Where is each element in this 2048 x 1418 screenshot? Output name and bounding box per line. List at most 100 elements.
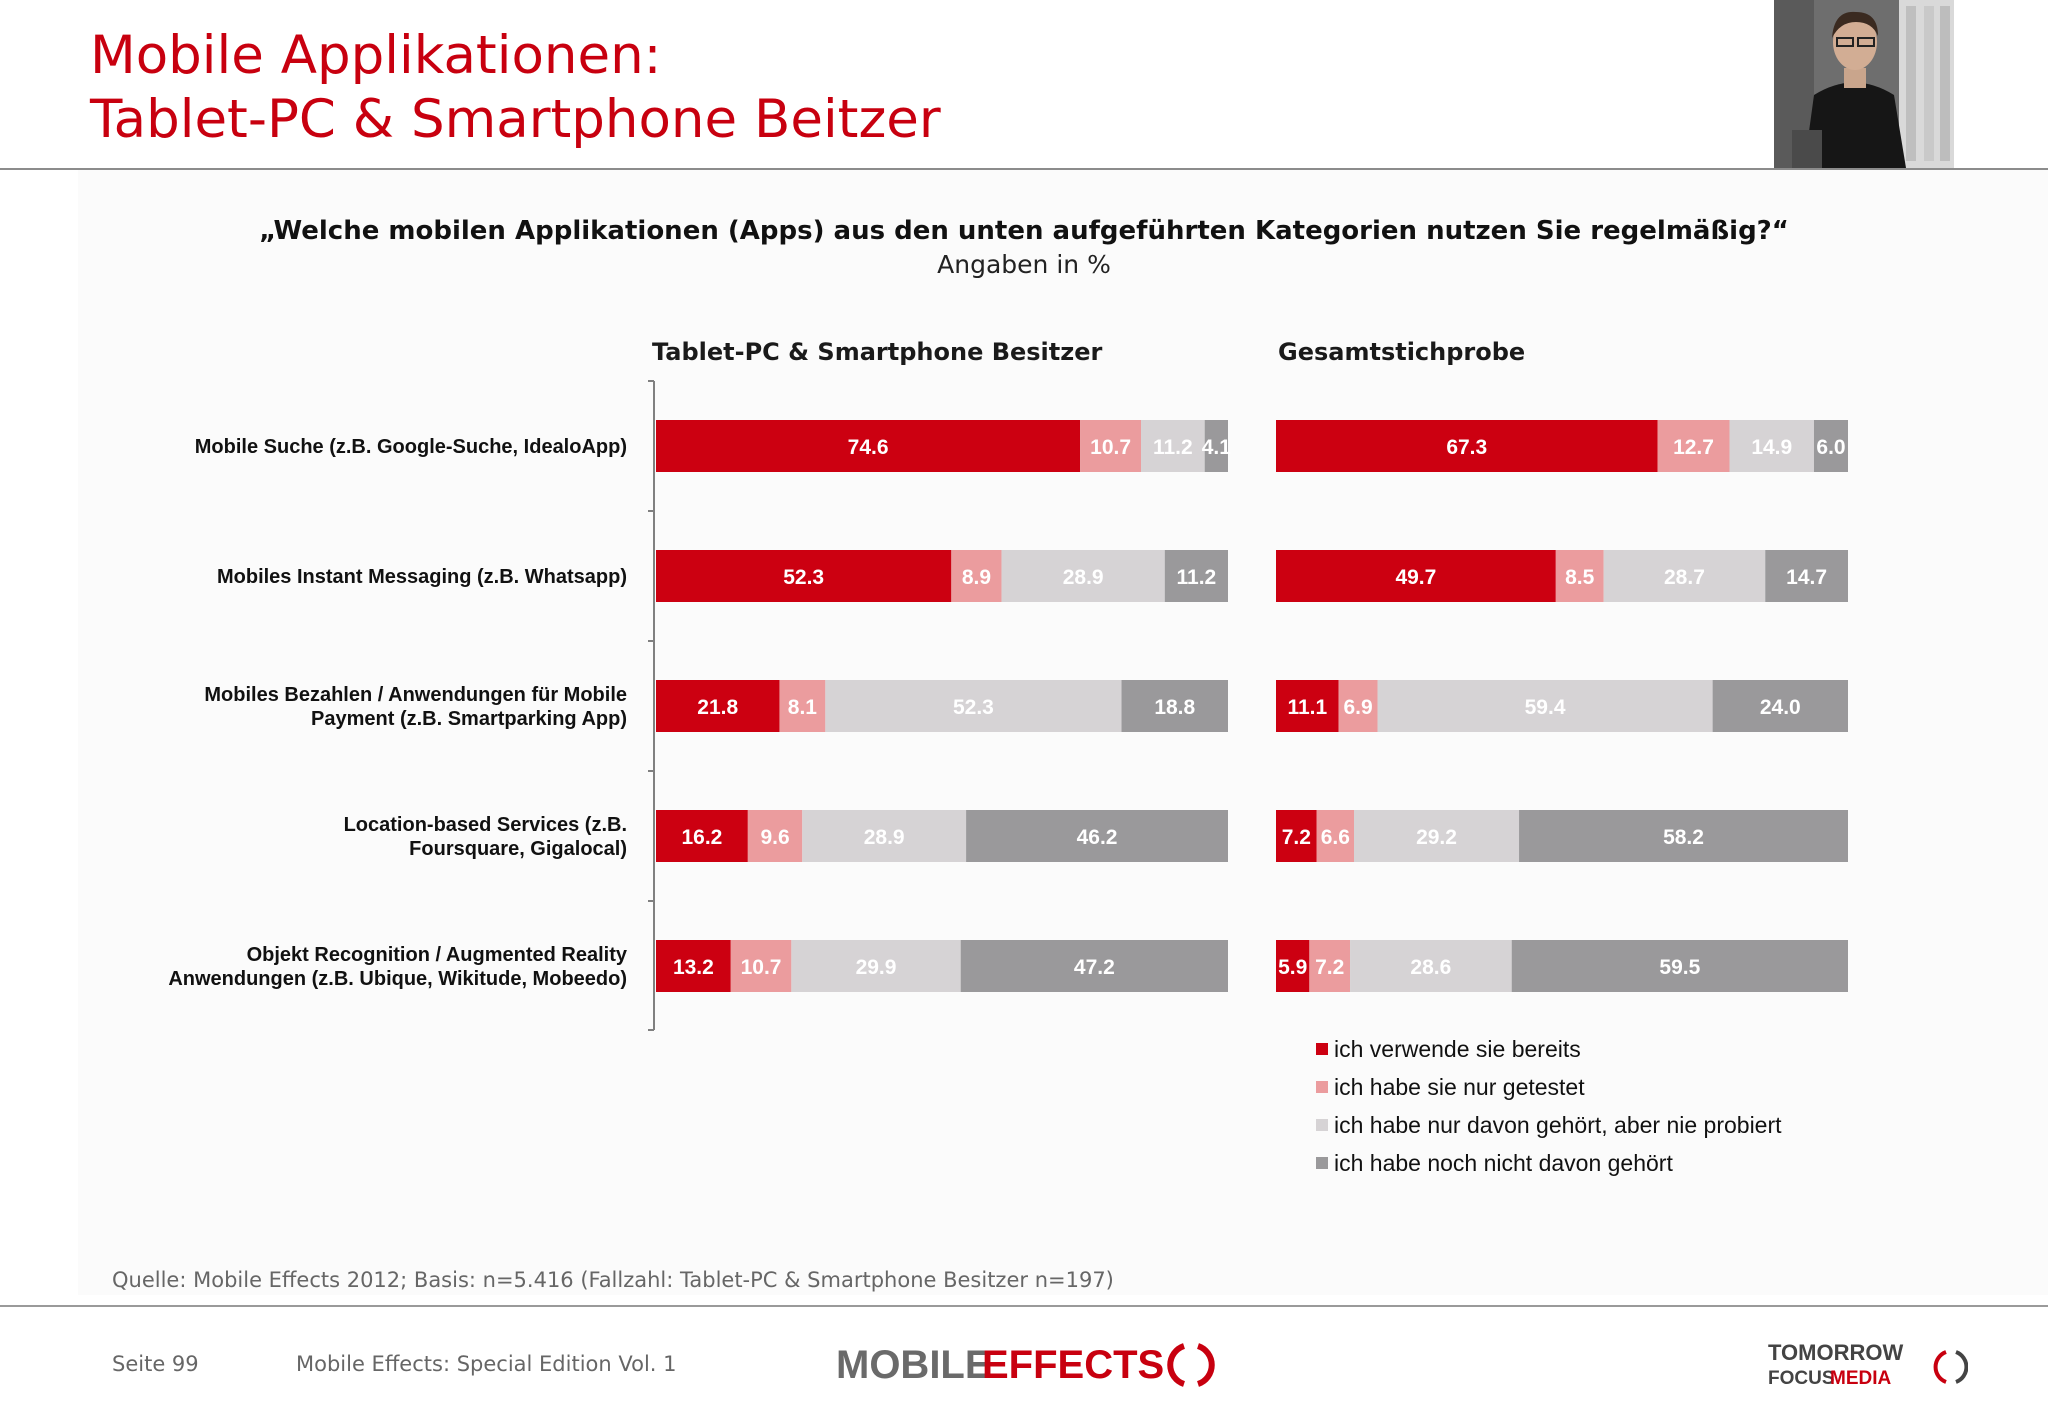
bar-segment [656, 810, 748, 862]
bar-segment [1813, 420, 1848, 472]
data-label: 8.5 [1565, 566, 1595, 589]
legend-item: ich verwende sie bereits [1316, 1030, 1782, 1068]
bar-segment [656, 550, 952, 602]
data-label: 49.7 [1395, 566, 1436, 589]
data-label: 28.7 [1664, 566, 1705, 589]
data-label: 7.2 [1282, 826, 1311, 849]
data-label: 21.8 [697, 696, 738, 719]
bar-segment [1309, 940, 1351, 992]
bar-segment [1276, 550, 1556, 602]
bar-segment [1354, 810, 1520, 862]
bar-segment [1276, 940, 1310, 992]
bar-segment [1729, 420, 1814, 472]
data-label: 16.2 [681, 826, 722, 849]
bar-segment [1121, 680, 1228, 732]
header-photo [1774, 0, 1954, 168]
slide-title-line-2: Tablet-PC & Smartphone Beitzer [90, 89, 941, 150]
logo-bracket-icon [1167, 1343, 1186, 1387]
category-label: Payment (z.B. Smartparking App) [311, 708, 627, 730]
legend-label: ich habe nur davon gehört, aber nie prob… [1334, 1111, 1782, 1138]
data-label: 9.6 [760, 826, 789, 849]
bar-segment [747, 810, 803, 862]
bar-segment [802, 810, 967, 862]
panel-title-owners: Tablet-PC & Smartphone Besitzer [652, 338, 1103, 366]
legend-swatch [1316, 1157, 1328, 1169]
data-label: 5.9 [1278, 956, 1307, 979]
legend-item: ich habe noch nicht davon gehört [1316, 1144, 1782, 1182]
legend-swatch [1316, 1119, 1328, 1131]
legend-item: ich habe nur davon gehört, aber nie prob… [1316, 1106, 1782, 1144]
legend-label: ich verwende sie bereits [1334, 1035, 1581, 1062]
data-label: 29.2 [1416, 826, 1457, 849]
source-note: Quelle: Mobile Effects 2012; Basis: n=5.… [112, 1268, 1114, 1292]
bar-segment [1555, 550, 1604, 602]
bar-segment [1377, 680, 1713, 732]
data-label: 7.2 [1315, 956, 1344, 979]
bar-segment [1276, 420, 1658, 472]
data-label: 67.3 [1446, 436, 1487, 459]
data-label: 6.0 [1816, 436, 1845, 459]
data-label: 59.5 [1659, 956, 1700, 979]
data-label: 12.7 [1673, 436, 1714, 459]
data-label: 14.9 [1751, 436, 1792, 459]
bar-segment [1276, 810, 1317, 862]
category-label: Mobiles Instant Messaging (z.B. Whatsapp… [217, 566, 627, 588]
panel-title-total: Gesamtstichprobe [1278, 338, 1526, 366]
content-background [78, 170, 2048, 1295]
data-label: 8.9 [962, 566, 991, 589]
bar-segment [730, 940, 792, 992]
data-label: 6.6 [1321, 826, 1350, 849]
logo-bracket-icon [1955, 1350, 1968, 1384]
data-label: 14.7 [1786, 566, 1827, 589]
bar-segment [1603, 550, 1766, 602]
bar-segment [1080, 420, 1142, 472]
data-label: 11.1 [1287, 696, 1327, 719]
logo-focus-text: FOCUS [1768, 1368, 1835, 1389]
legend-label: ich habe noch nicht davon gehört [1334, 1149, 1673, 1176]
footer-divider [0, 1305, 2048, 1307]
data-label: 46.2 [1077, 826, 1118, 849]
unit-note: Angaben in % [937, 250, 1111, 279]
data-label: 28.9 [1063, 566, 1104, 589]
logo-tomorrow-text: TOMORROW [1768, 1340, 1903, 1365]
data-label: 10.7 [741, 956, 782, 979]
bar-segment [1164, 550, 1228, 602]
legend-label: ich habe sie nur getestet [1334, 1073, 1585, 1100]
publication-name: Mobile Effects: Special Edition Vol. 1 [296, 1352, 677, 1376]
bar-segment [779, 680, 826, 732]
data-label: 28.6 [1410, 956, 1451, 979]
tomorrow-focus-media-logo: TOMORROW FOCUS MEDIA [1768, 1340, 1968, 1389]
bar-segment [656, 420, 1081, 472]
data-label: 24.0 [1760, 696, 1801, 719]
survey-question: „Welche mobilen Applikationen (Apps) aus… [259, 216, 1789, 246]
data-label: 28.9 [864, 826, 905, 849]
data-label: 10.7 [1090, 436, 1131, 459]
bar-segment [1350, 940, 1512, 992]
data-label: 52.3 [783, 566, 824, 589]
data-label: 11.2 [1153, 436, 1193, 459]
category-label: Foursquare, Gigalocal) [409, 838, 627, 860]
data-label: 13.2 [673, 956, 714, 979]
data-label: 59.4 [1525, 696, 1566, 719]
bar-segment [951, 550, 1002, 602]
logo-mobile-text: MOBILE [836, 1343, 992, 1387]
data-label: 58.2 [1663, 826, 1704, 849]
slide-title-line-1: Mobile Applikationen: [90, 25, 662, 86]
bar-segment [1511, 940, 1848, 992]
mobile-effects-logo: MOBILE EFFECTS [836, 1343, 1215, 1387]
bar-segment [1001, 550, 1165, 602]
data-label: 29.9 [856, 956, 897, 979]
bar-segment [960, 940, 1228, 992]
data-label: 74.6 [848, 436, 889, 459]
category-label: Objekt Recognition / Augmented Reality [247, 944, 628, 966]
data-label: 6.9 [1343, 696, 1372, 719]
category-label: Anwendungen (z.B. Ubique, Wikitude, Mobe… [168, 968, 627, 990]
legend: ich verwende sie bereits ich habe sie nu… [1316, 1030, 1782, 1182]
bar-segment [825, 680, 1122, 732]
legend-item: ich habe sie nur getestet [1316, 1068, 1782, 1106]
bar-segment [1316, 810, 1354, 862]
data-label: 8.1 [788, 696, 818, 719]
bar-segment [966, 810, 1228, 862]
bar-segment [1657, 420, 1730, 472]
